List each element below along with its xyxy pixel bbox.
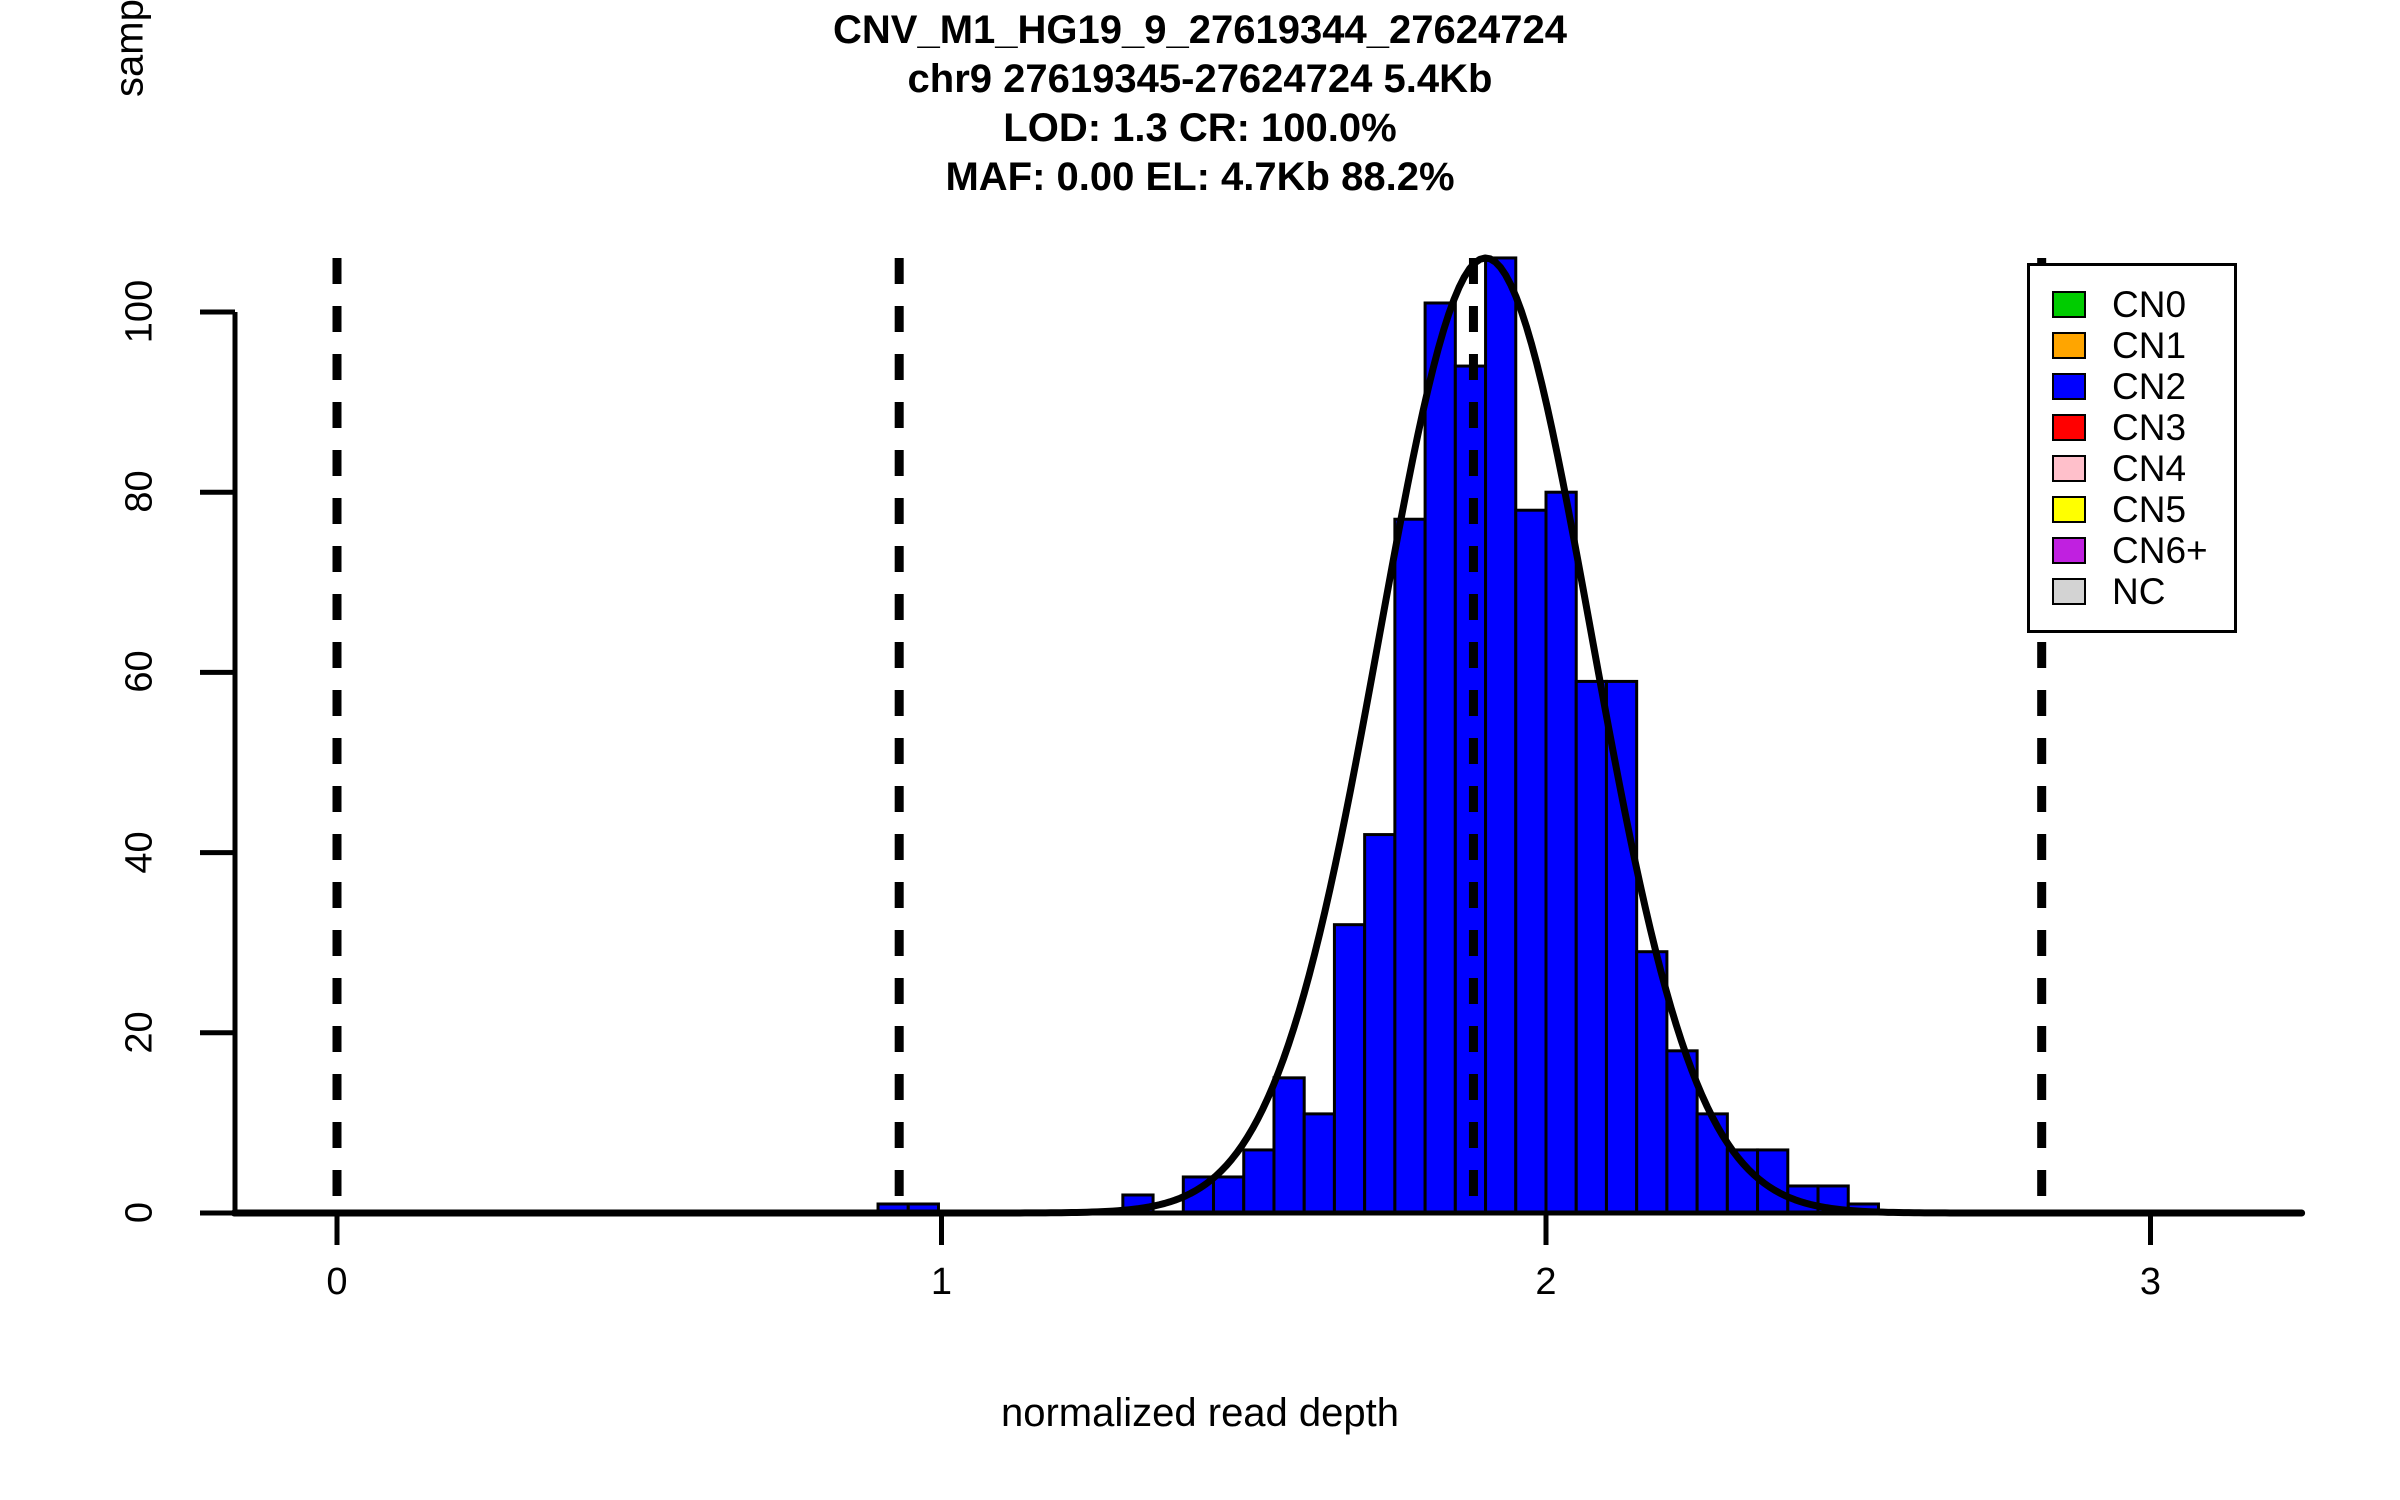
legend-item-label: CN5 — [2112, 489, 2187, 530]
y-tick-label: 100 — [118, 279, 161, 344]
y-tick-label: 60 — [118, 650, 161, 694]
histogram-bar — [1695, 1112, 1729, 1215]
histogram-bar — [1332, 923, 1367, 1215]
plot-title-line-2: chr9 27619345-27624724 5.4Kb — [907, 57, 1493, 101]
legend-swatch-icon — [2052, 332, 2086, 359]
histogram-bar — [1604, 679, 1639, 1215]
legend-swatch-icon — [2052, 578, 2086, 605]
y-tick-label: 0 — [118, 1201, 161, 1224]
legend-item-cn5[interactable]: CN5 — [2052, 489, 2208, 530]
x-tick-label: 1 — [930, 1261, 953, 1303]
reference-lines — [332, 258, 2047, 1213]
plot-title-line-4: MAF: 0.00 EL: 4.7Kb 88.2% — [945, 155, 1455, 199]
legend-item-label: CN3 — [2112, 407, 2187, 448]
legend-item-label: CN6+ — [2112, 530, 2208, 571]
legend-swatch-icon — [2052, 537, 2086, 564]
y-tick-label: 20 — [118, 1011, 161, 1054]
plot-title-line-1: CNV_M1_HG19_9_27619344_27624724 — [833, 8, 1567, 52]
x-tick-label: 3 — [2139, 1261, 2162, 1303]
y-tick-label: 40 — [118, 830, 161, 874]
histogram-bar — [1212, 1175, 1246, 1215]
histogram-bar — [1574, 679, 1608, 1215]
legend-item-nc[interactable]: NC — [2052, 571, 2208, 612]
plot-axes — [200, 309, 2300, 1245]
legend-item-label: CN1 — [2112, 325, 2187, 366]
legend-item-cn6plus[interactable]: CN6+ — [2052, 530, 2208, 571]
legend-swatch-icon — [2052, 496, 2086, 523]
legend-item-cn3[interactable]: CN3 — [2052, 407, 2208, 448]
plot-title-line-3: LOD: 1.3 CR: 100.0% — [1003, 106, 1397, 150]
legend-item-cn4[interactable]: CN4 — [2052, 448, 2208, 489]
histogram-bar — [1272, 1076, 1306, 1215]
legend-item-cn1[interactable]: CN1 — [2052, 325, 2208, 366]
x-tick-label: 0 — [326, 1261, 348, 1303]
histogram-bars — [876, 256, 1880, 1215]
legend-item-label: NC — [2112, 571, 2166, 612]
histogram-bar — [1544, 490, 1578, 1215]
histogram-bar — [1514, 508, 1548, 1215]
histogram-bar — [1242, 1148, 1276, 1215]
legend-item-label: CN0 — [2112, 284, 2187, 325]
x-axis-title: normalized read depth — [1000, 1391, 1400, 1435]
legend-item-label: CN2 — [2112, 366, 2187, 407]
legend-swatch-icon — [2052, 373, 2086, 400]
density-curve — [230, 254, 2306, 1217]
legend-swatch-icon — [2052, 414, 2086, 441]
legend-item-cn0[interactable]: CN0 — [2052, 284, 2208, 325]
legend-item-cn2[interactable]: CN2 — [2052, 366, 2208, 407]
copy-number-legend: CN0 CN1 CN2 CN3 CN4 CN5 CN6+ NC — [2027, 263, 2237, 633]
y-tick-label: 80 — [118, 470, 161, 513]
histogram-bar — [1302, 1112, 1336, 1215]
legend-item-label: CN4 — [2112, 448, 2187, 489]
gaussian-fit-line — [230, 254, 2306, 1217]
histogram-bar — [1393, 517, 1427, 1215]
legend-swatch-icon — [2052, 291, 2086, 318]
histogram-bar — [1423, 301, 1457, 1215]
y-axis-title: samples — [107, 0, 152, 97]
x-tick-label: 2 — [1535, 1261, 1557, 1303]
histogram-bar — [1363, 833, 1397, 1215]
legend-swatch-icon — [2052, 455, 2086, 482]
histogram-bar — [1484, 256, 1518, 1215]
histogram-bar — [1635, 950, 1669, 1215]
